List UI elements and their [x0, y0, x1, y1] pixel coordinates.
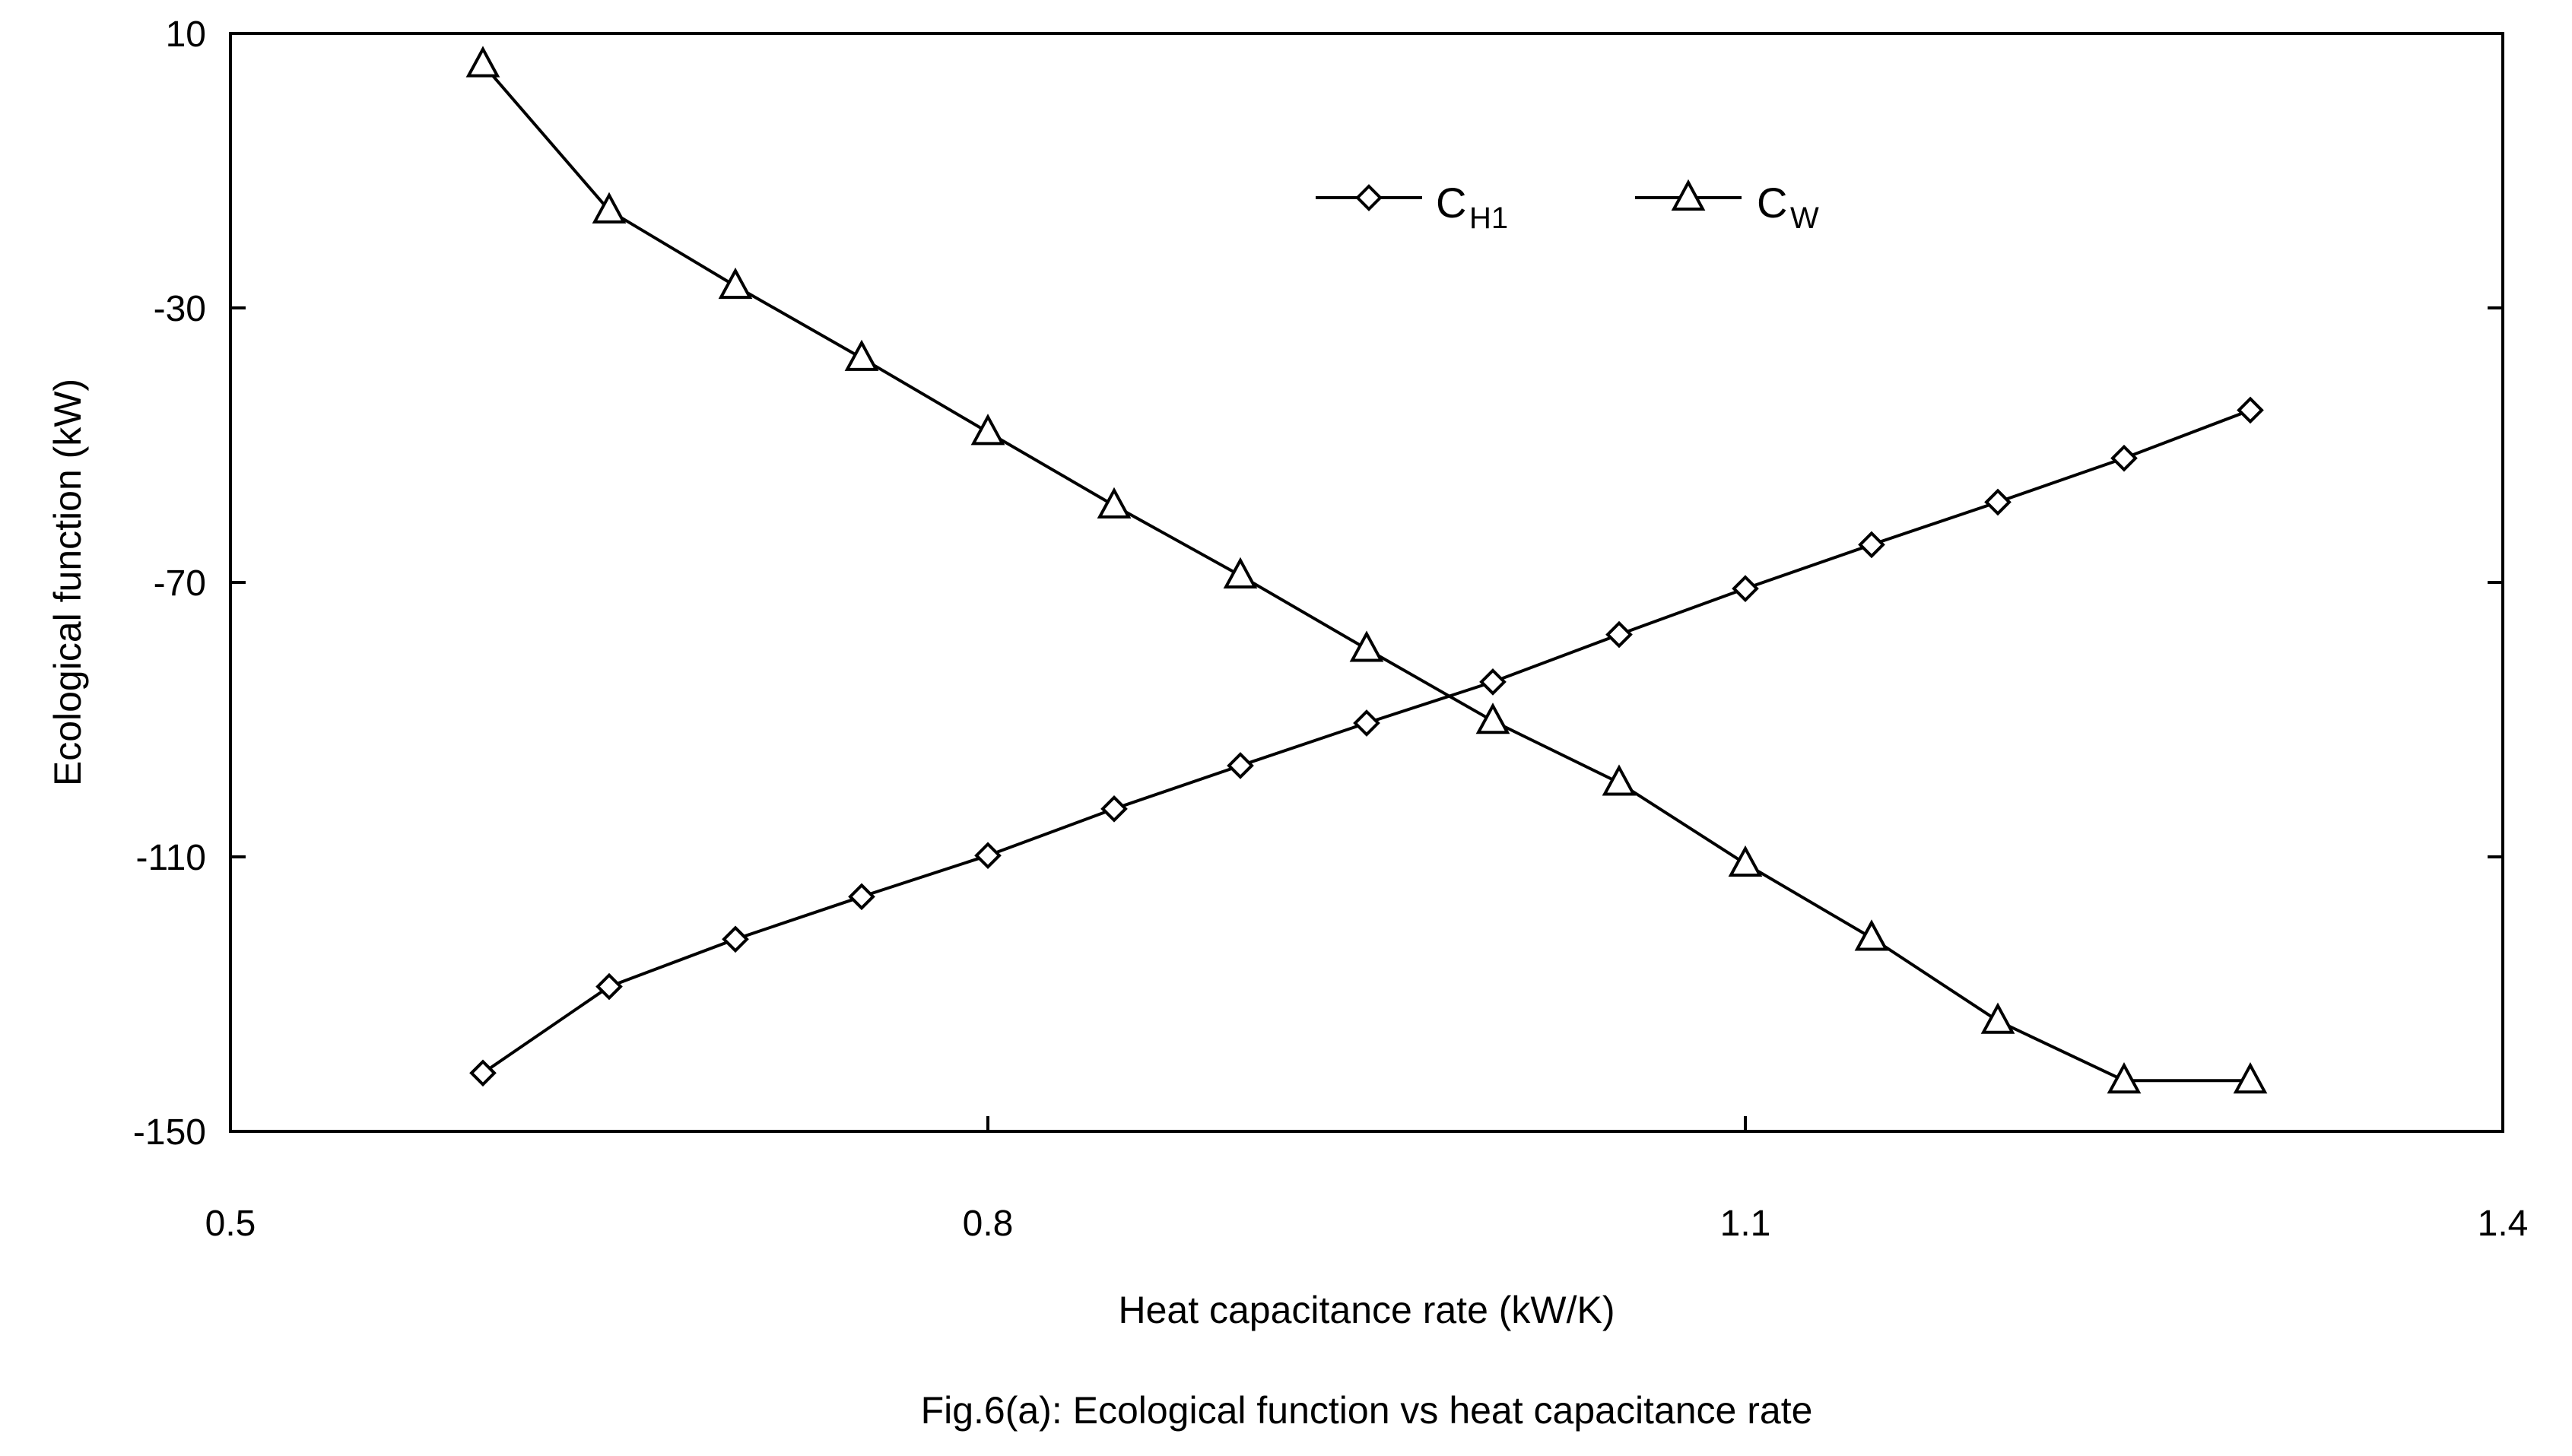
legend-label-main: C	[1757, 179, 1787, 227]
data-point-cw	[1980, 1002, 2015, 1034]
legend-label-main: C	[1436, 179, 1466, 227]
data-point-cw	[2233, 1062, 2268, 1094]
data-point-ch1	[1479, 668, 1507, 696]
data-point-cw	[1349, 630, 1384, 662]
legend-triangle-marker	[1671, 179, 1706, 211]
data-point-ch1	[848, 883, 875, 911]
data-point-cw	[1475, 703, 1510, 734]
legend-item-ch1: C H1	[1316, 179, 1508, 235]
series-line-cw	[481, 63, 2250, 1083]
x-tick-label: 1.4	[2478, 1204, 2529, 1244]
data-point-ch1	[1732, 575, 1759, 602]
data-point-cw	[1602, 764, 1637, 796]
data-point-cw	[592, 192, 627, 224]
y-tick-label: -30	[154, 289, 206, 329]
y-axis-title: Ecological function (kW)	[46, 379, 89, 786]
legend-label-sub: H1	[1469, 201, 1508, 235]
data-point-cw	[970, 414, 1005, 446]
figure-caption: Fig.6(a): Ecological function vs heat ca…	[921, 1389, 1813, 1432]
data-point-ch1	[2110, 444, 2138, 472]
data-point-cw	[2107, 1062, 2142, 1094]
data-point-cw	[844, 339, 879, 371]
data-point-ch1	[974, 842, 1002, 870]
y-tick-label: -150	[133, 1112, 206, 1153]
legend-label-sub: W	[1790, 201, 1819, 235]
data-point-ch1	[722, 925, 749, 953]
data-point-cw	[465, 46, 500, 78]
data-point-ch1	[1605, 620, 1633, 649]
data-point-cw	[1854, 919, 1889, 951]
x-tick-label: 1.1	[1720, 1204, 1771, 1244]
data-point-ch1	[2237, 396, 2264, 424]
y-tick-label: 10	[166, 14, 206, 55]
data-point-ch1	[469, 1059, 497, 1087]
data-point-ch1	[1858, 531, 1885, 559]
data-point-ch1	[1227, 752, 1254, 779]
data-point-cw	[1097, 487, 1132, 519]
data-point-cw	[1223, 557, 1258, 588]
legend-diamond-marker	[1355, 184, 1383, 211]
y-tick-label: -110	[135, 838, 206, 878]
y-tick-label: -70	[154, 563, 206, 604]
data-point-cw	[1728, 845, 1763, 877]
data-point-ch1	[1984, 488, 2012, 516]
data-point-cw	[718, 267, 753, 300]
data-point-ch1	[595, 972, 623, 1001]
data-point-ch1	[1353, 709, 1380, 737]
x-tick-label: 0.5	[205, 1204, 256, 1244]
series-line-ch1	[481, 408, 2251, 1074]
x-axis-title: Heat capacitance rate (kW/K)	[1118, 1289, 1615, 1331]
x-tick-label: 0.8	[963, 1204, 1014, 1244]
data-point-ch1	[1100, 795, 1128, 823]
